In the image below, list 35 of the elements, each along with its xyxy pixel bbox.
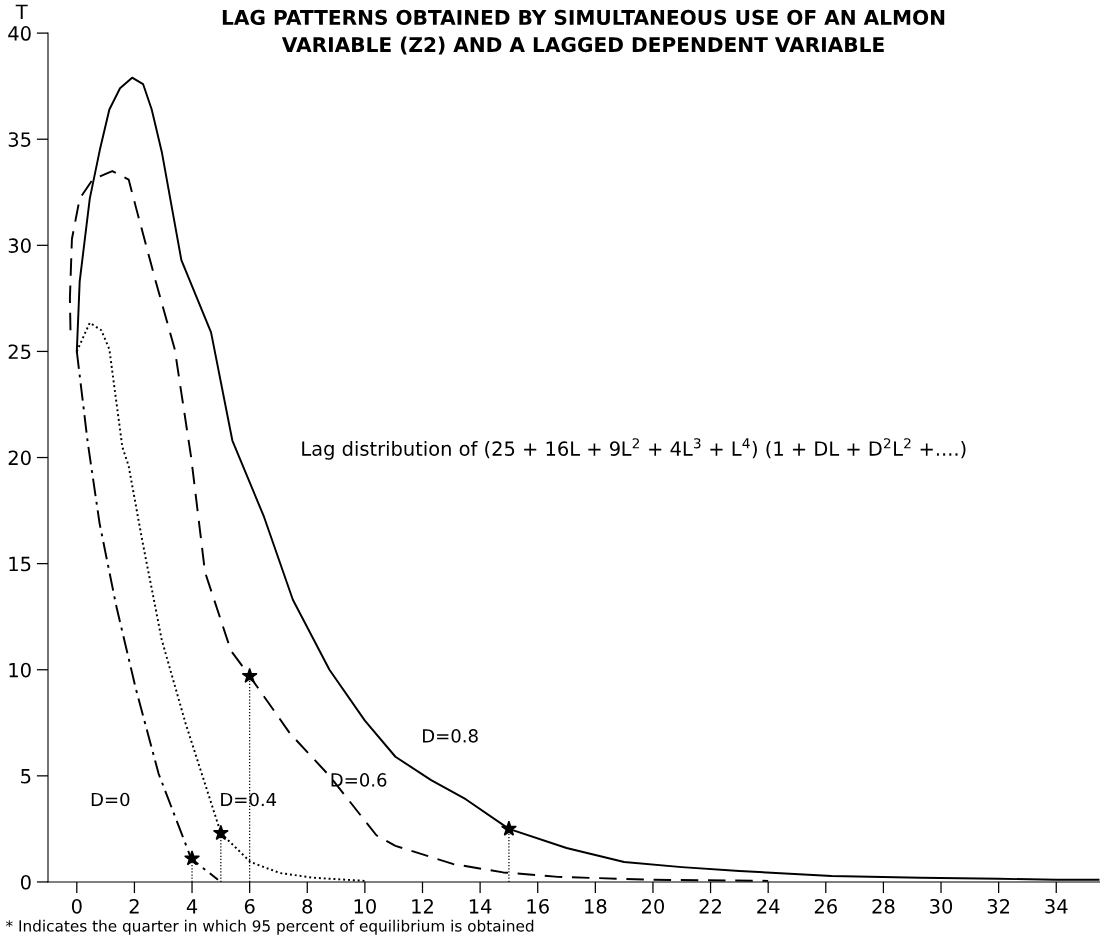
y-tick-label: 25 <box>8 344 31 360</box>
x-tick-label: 6 <box>244 898 255 914</box>
x-tick-label: 8 <box>302 898 313 914</box>
x-tick-label: 18 <box>585 898 607 914</box>
chart-title: LAG PATTERNS OBTAINED BY SIMULTANEOUS USE OF AN ALMON VARIABLE (Z2) AND A LAGGED DEPENDENT VARIABLE <box>222 9 945 55</box>
x-tick-label: 10 <box>354 898 376 914</box>
x-tick-label: 24 <box>757 898 780 914</box>
y-tick-label: 35 <box>8 132 31 147</box>
x-tick-label: 4 <box>186 899 198 914</box>
y-tick-label: 30 <box>8 238 31 253</box>
x-tick-label: 26 <box>814 898 837 914</box>
y-tick-label: 15 <box>9 556 31 572</box>
y-tick-label: 40 <box>8 26 31 41</box>
y-tick-label: 0 <box>20 874 31 890</box>
x-tick-label: 0 <box>71 898 82 914</box>
y-axis-title: T <box>15 4 28 19</box>
x-tick-label: 16 <box>527 898 549 914</box>
y-tick-label: 5 <box>21 769 31 784</box>
series-label: D=0.6 <box>331 773 387 787</box>
x-tick-label: 12 <box>412 898 433 914</box>
x-tick-label: 34 <box>1045 898 1068 914</box>
x-tick-label: 14 <box>469 899 492 914</box>
x-tick-label: 22 <box>699 898 721 914</box>
x-tick-label: 20 <box>642 898 665 914</box>
y-tick-label: 10 <box>9 662 31 678</box>
x-tick-label: 32 <box>987 898 1010 914</box>
x-tick-label: 30 <box>930 898 953 914</box>
x-tick-label: 2 <box>129 898 139 914</box>
text: * Indicates the quarter in which 95 percent of equilibrium is obtained <box>5 919 534 935</box>
text: Lag distribution of (25 + 16L + 9L$^{2}$ + 4L$^{3}$ + L$^{4}$) (1 + DL + D$^{2}$L$^{2}$ +....) <box>302 438 966 460</box>
series-label: D=0 <box>91 792 130 807</box>
y-tick-label: 20 <box>8 450 31 466</box>
series-label: D=0.4 <box>221 792 277 807</box>
x-tick-label: 28 <box>872 898 895 914</box>
series-label: D=0.8 <box>423 728 478 743</box>
